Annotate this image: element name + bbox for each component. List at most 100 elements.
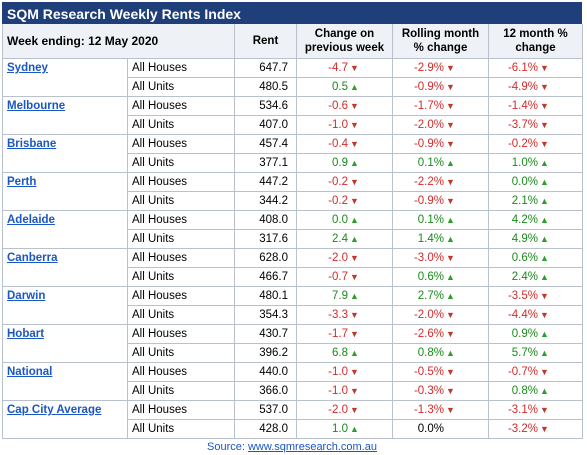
city-cell: Canberra: [2, 248, 128, 287]
weekly-change-cell: -2.0 ▼: [296, 400, 393, 420]
up-arrow-icon: ▲: [540, 176, 549, 187]
source-link[interactable]: www.sqmresearch.com.au: [247, 441, 377, 453]
monthly-change-value: -2.2%: [413, 175, 444, 188]
monthly-change-value: 0.1%: [417, 156, 444, 169]
city-link[interactable]: Adelaide: [7, 214, 55, 226]
weekly-change-cell: -0.4 ▼: [296, 134, 393, 154]
down-arrow-icon: ▼: [540, 138, 549, 149]
down-arrow-icon: ▼: [350, 62, 359, 73]
down-arrow-icon: ▼: [350, 309, 359, 320]
monthly-change-cell: -2.2% ▼: [392, 172, 489, 192]
rent-value: 537.0: [234, 400, 297, 420]
down-arrow-icon: ▼: [540, 423, 549, 434]
rent-value: 354.3: [234, 305, 297, 325]
dwelling-type: All Units: [127, 115, 235, 135]
down-arrow-icon: ▼: [540, 119, 549, 130]
weekly-change-value: -1.0: [328, 118, 348, 131]
weekly-change-value: -4.7: [328, 61, 348, 74]
monthly-change-cell: -0.9% ▼: [392, 77, 489, 97]
up-arrow-icon: ▲: [540, 385, 549, 396]
rent-value: 480.5: [234, 77, 297, 97]
widget-title: SQM Research Weekly Rents Index: [2, 2, 582, 24]
dwelling-type: All Units: [127, 267, 235, 287]
table-row: All Units 377.1 0.9 ▲ 0.1% ▲ 1.0% ▲: [3, 153, 583, 173]
weekly-change-cell: 0.9 ▲: [296, 153, 393, 173]
dwelling-type: All Units: [127, 381, 235, 401]
city-cell: Darwin: [2, 286, 128, 325]
down-arrow-icon: ▼: [446, 366, 455, 377]
city-link[interactable]: Sydney: [7, 62, 48, 74]
annual-change-value: 2.4%: [511, 270, 538, 283]
annual-change-value: -4.4%: [507, 308, 538, 321]
city-link[interactable]: Cap City Average: [7, 404, 102, 416]
down-arrow-icon: ▼: [350, 385, 359, 396]
table-row: Cap City Average All Houses 537.0 -2.0 ▼ -1.3…: [2, 400, 583, 439]
annual-change-value: -0.7%: [507, 365, 538, 378]
table-row: All Units 317.6 2.4 ▲ 1.4% ▲ 4.9% ▲: [3, 229, 583, 249]
monthly-change-value: -2.9%: [413, 61, 444, 74]
weekly-change-cell: 2.4 ▲: [296, 229, 393, 249]
monthly-change-cell: -1.3% ▼: [392, 400, 489, 420]
annual-change-value: -1.4%: [507, 99, 538, 112]
monthly-change-value: 0.0%: [417, 422, 444, 435]
monthly-change-cell: 0.6% ▲: [392, 267, 489, 287]
source-label: Source:: [207, 441, 248, 453]
annual-change-value: 0.8%: [511, 384, 538, 397]
table-row: Canberra All Houses 628.0 -2.0 ▼ -3.0% ▼ 0.6% ▲: [2, 248, 583, 287]
rent-value: 396.2: [234, 343, 297, 363]
table-row: All Units 466.7 -0.7 ▼ 0.6% ▲ 2.4% ▲: [3, 267, 583, 287]
rent-value: 317.6: [234, 229, 297, 249]
table-header-row: Week ending: 12 May 2020 Rent Change on …: [2, 24, 583, 59]
annual-change-cell: 0.9% ▲: [488, 324, 583, 344]
weekly-change-value: 0.9: [332, 156, 348, 169]
weekly-change-value: -2.0: [328, 403, 348, 416]
up-arrow-icon: ▲: [350, 290, 359, 301]
table-row: All Units 480.5 0.5 ▲ -0.9% ▼ -4.9% ▼: [3, 77, 583, 97]
annual-change-cell: -3.7% ▼: [488, 115, 583, 135]
dwelling-type: All Houses: [127, 134, 235, 154]
down-arrow-icon: ▼: [446, 119, 455, 130]
up-arrow-icon: ▲: [446, 271, 455, 282]
city-link[interactable]: Hobart: [7, 328, 45, 340]
table-row: Hobart All Houses 430.7 -1.7 ▼ -2.6% ▼ 0.9% ▲: [2, 324, 583, 363]
city-cell: Perth: [2, 172, 128, 211]
monthly-change-cell: -0.9% ▼: [392, 191, 489, 211]
rent-value: 344.2: [234, 191, 297, 211]
table-row: All Units 354.3 -3.3 ▼ -2.0% ▼ -4.4% ▼: [3, 305, 583, 325]
monthly-change-value: 2.7%: [417, 289, 444, 302]
table-row: Brisbane All Houses 457.4 -0.4 ▼ -0.9% ▼ -0.2% ▼: [2, 134, 583, 173]
weekly-change-cell: -1.0 ▼: [296, 115, 393, 135]
down-arrow-icon: ▼: [446, 62, 455, 73]
down-arrow-icon: ▼: [446, 138, 455, 149]
annual-change-value: 0.6%: [511, 251, 538, 264]
city-link[interactable]: Perth: [7, 176, 37, 188]
down-arrow-icon: ▼: [350, 119, 359, 130]
annual-change-value: 1.0%: [511, 156, 538, 169]
up-arrow-icon: ▲: [350, 81, 359, 92]
dwelling-type: All Units: [127, 419, 235, 439]
monthly-change-cell: 1.4% ▲: [392, 229, 489, 249]
dwelling-type: All Houses: [127, 210, 235, 230]
city-link[interactable]: Canberra: [7, 252, 58, 264]
city-link[interactable]: Darwin: [7, 290, 46, 302]
annual-change-value: -3.7%: [507, 118, 538, 131]
city-link[interactable]: Brisbane: [7, 138, 57, 150]
city-link[interactable]: Melbourne: [7, 100, 66, 112]
weekly-change-cell: 0.0 ▲: [296, 210, 393, 230]
annual-change-column-header: 12 month % change: [488, 24, 583, 59]
annual-change-cell: -4.4% ▼: [488, 305, 583, 325]
monthly-change-value: -1.3%: [413, 403, 444, 416]
city-cell: Melbourne: [2, 96, 128, 135]
annual-change-value: -4.9%: [507, 80, 538, 93]
down-arrow-icon: ▼: [446, 81, 455, 92]
monthly-change-value: -0.9%: [413, 137, 444, 150]
up-arrow-icon: ▲: [350, 157, 359, 168]
annual-change-value: 2.1%: [511, 194, 538, 207]
dwelling-type: All Units: [127, 191, 235, 211]
rent-value: 430.7: [234, 324, 297, 344]
up-arrow-icon: ▲: [540, 347, 549, 358]
weekly-change-cell: -1.0 ▼: [296, 362, 393, 382]
down-arrow-icon: ▼: [540, 62, 549, 73]
city-link[interactable]: National: [7, 366, 53, 378]
